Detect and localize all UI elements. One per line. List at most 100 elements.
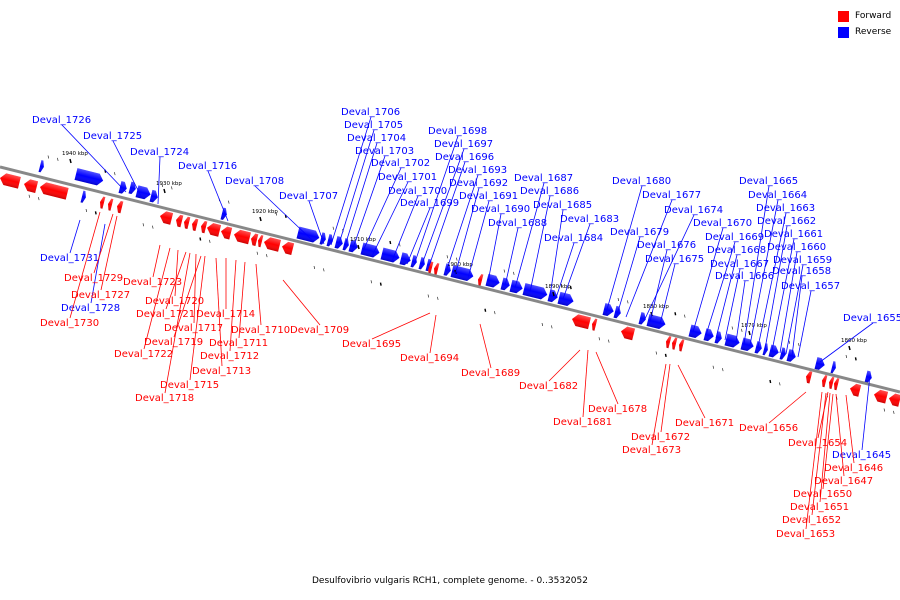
reverse-gene-arrow[interactable] <box>638 312 648 325</box>
reverse-gene-arrow[interactable] <box>714 331 724 344</box>
reverse-gene-arrow[interactable] <box>703 328 716 342</box>
forward-gene-arrow[interactable] <box>828 376 835 390</box>
gene-label-deval-1695[interactable]: Deval_1695 <box>342 312 431 350</box>
gene-label-deval-1718[interactable]: Deval_1718 <box>135 252 194 404</box>
gene-label-deval-1693[interactable]: Deval_1693 <box>445 165 507 273</box>
gene-label-deval-1699[interactable]: Deval_1699 <box>400 198 459 265</box>
reverse-gene-arrow[interactable] <box>740 337 756 353</box>
gene-label-deval-1696[interactable]: Deval_1696 <box>427 152 494 270</box>
reverse-gene-arrow[interactable] <box>380 247 401 264</box>
forward-gene-arrow[interactable] <box>263 236 281 252</box>
gene-label-deval-1717[interactable]: Deval_1717 <box>164 253 223 334</box>
reverse-gene-arrow[interactable] <box>557 291 575 307</box>
reverse-gene-arrow[interactable] <box>786 349 798 363</box>
forward-gene-arrow[interactable] <box>250 233 259 247</box>
gene-label-deval-1726[interactable]: Deval_1726 <box>32 115 127 193</box>
forward-gene-arrow[interactable] <box>427 261 434 274</box>
gene-label-deval-1653[interactable]: Deval_1653 <box>776 391 835 540</box>
reverse-gene-arrow[interactable] <box>500 277 512 292</box>
gene-label-deval-1698[interactable]: Deval_1698 <box>413 126 487 266</box>
gene-label-deval-1701[interactable]: Deval_1701 <box>371 172 437 257</box>
gene-label-deval-1697[interactable]: Deval_1697 <box>420 139 493 268</box>
gene-label-deval-1704[interactable]: Deval_1704 <box>343 133 406 250</box>
forward-gene-arrow[interactable] <box>233 229 251 245</box>
gene-label-deval-1723[interactable]: Deval_1723 <box>123 244 182 288</box>
gene-label-deval-1669[interactable]: Deval_1669 <box>705 232 764 336</box>
forward-gene-arrow[interactable] <box>678 339 685 352</box>
gene-label-deval-1674[interactable]: Deval_1674 <box>643 205 723 322</box>
gene-label-deval-1685[interactable]: Deval_1685 <box>533 200 592 297</box>
gene-label-deval-1720[interactable]: Deval_1720 <box>145 249 204 307</box>
forward-gene-arrow[interactable] <box>477 274 484 287</box>
forward-gene-arrow[interactable] <box>281 241 295 255</box>
gene-label-deval-1710[interactable]: Deval_1710 <box>231 263 290 336</box>
reverse-gene-arrow[interactable] <box>220 207 229 221</box>
reverse-gene-arrow[interactable] <box>348 239 360 254</box>
reverse-gene-arrow[interactable] <box>326 234 335 247</box>
gene-label-deval-1681[interactable]: Deval_1681 <box>553 349 612 428</box>
forward-gene-arrow[interactable] <box>257 235 264 248</box>
reverse-gene-arrow[interactable] <box>830 361 838 374</box>
reverse-gene-arrow[interactable] <box>522 283 549 300</box>
gene-label-deval-1684[interactable]: Deval_1684 <box>544 233 603 299</box>
forward-gene-arrow[interactable] <box>159 210 174 225</box>
gene-label-deval-1706[interactable]: Deval_1706 <box>330 107 400 246</box>
forward-gene-arrow[interactable] <box>175 214 184 228</box>
gene-label-deval-1688[interactable]: Deval_1688 <box>488 218 547 287</box>
reverse-gene-arrow[interactable] <box>135 185 152 200</box>
gene-label-deval-1690[interactable]: Deval_1690 <box>471 204 530 283</box>
reverse-gene-arrow[interactable] <box>768 344 781 359</box>
gene-label-deval-1664[interactable]: Deval_1664 <box>748 190 807 346</box>
reverse-gene-arrow[interactable] <box>688 324 704 340</box>
gene-label-deval-1689[interactable]: Deval_1689 <box>461 323 520 379</box>
gene-label-deval-1660[interactable]: Deval_1660 <box>767 242 826 354</box>
forward-gene-arrow[interactable] <box>433 263 440 276</box>
forward-gene-arrow[interactable] <box>183 216 191 230</box>
forward-gene-arrow[interactable] <box>0 172 21 189</box>
forward-gene-arrow[interactable] <box>23 178 39 193</box>
gene-label-deval-1731[interactable]: Deval_1731 <box>40 219 99 264</box>
reverse-gene-arrow[interactable] <box>646 314 667 330</box>
gene-label-deval-1646[interactable]: Deval_1646 <box>824 394 883 474</box>
gene-label-deval-1725[interactable]: Deval_1725 <box>83 131 143 199</box>
forward-gene-arrow[interactable] <box>571 313 591 330</box>
gene-label-deval-1668[interactable]: Deval_1668 <box>707 245 766 339</box>
forward-gene-arrow[interactable] <box>821 375 828 388</box>
forward-gene-arrow[interactable] <box>200 220 208 234</box>
gene-label-deval-1713[interactable]: Deval_1713 <box>192 257 251 377</box>
gene-label-deval-1708[interactable]: Deval_1708 <box>225 176 313 241</box>
forward-gene-arrow[interactable] <box>665 336 672 349</box>
gene-label-deval-1662[interactable]: Deval_1662 <box>757 216 816 350</box>
reverse-gene-arrow[interactable] <box>319 232 328 245</box>
forward-gene-arrow[interactable] <box>107 198 114 211</box>
gene-label-deval-1665[interactable]: Deval_1665 <box>739 176 798 345</box>
gene-label-deval-1709[interactable]: Deval_1709 <box>282 279 349 336</box>
forward-gene-arrow[interactable] <box>191 218 199 232</box>
gene-label-deval-1729[interactable]: Deval_1729 <box>64 213 123 284</box>
reverse-gene-arrow[interactable] <box>754 341 764 354</box>
gene-label-deval-1645[interactable]: Deval_1645 <box>832 374 891 461</box>
gene-label-deval-1679[interactable]: Deval_1679 <box>610 227 669 316</box>
reverse-gene-arrow[interactable] <box>814 357 827 371</box>
gene-label-deval-1666[interactable]: Deval_1666 <box>715 271 774 343</box>
gene-label-deval-1671[interactable]: Deval_1671 <box>675 364 734 429</box>
forward-gene-arrow[interactable] <box>849 383 862 397</box>
gene-label-deval-1680[interactable]: Deval_1680 <box>605 176 671 314</box>
reverse-gene-arrow[interactable] <box>399 252 413 266</box>
gene-label-deval-1652[interactable]: Deval_1652 <box>782 392 841 526</box>
gene-label-deval-1692[interactable]: Deval_1692 <box>449 178 508 276</box>
reverse-gene-arrow[interactable] <box>762 343 770 356</box>
reverse-gene-arrow[interactable] <box>724 333 741 349</box>
gene-label-deval-1694[interactable]: Deval_1694 <box>400 314 459 364</box>
forward-gene-arrow[interactable] <box>206 222 222 237</box>
reverse-gene-arrow[interactable] <box>149 189 160 203</box>
forward-gene-arrow[interactable] <box>116 200 124 214</box>
reverse-gene-arrow[interactable] <box>602 303 616 317</box>
forward-gene-arrow[interactable] <box>220 225 233 240</box>
gene-label-deval-1715[interactable]: Deval_1715 <box>160 255 219 391</box>
forward-gene-arrow[interactable] <box>888 392 900 407</box>
forward-gene-arrow[interactable] <box>833 378 840 391</box>
reverse-gene-arrow[interactable] <box>547 289 560 303</box>
forward-gene-arrow[interactable] <box>99 196 106 209</box>
gene-label-deval-1657[interactable]: Deval_1657 <box>781 281 840 358</box>
